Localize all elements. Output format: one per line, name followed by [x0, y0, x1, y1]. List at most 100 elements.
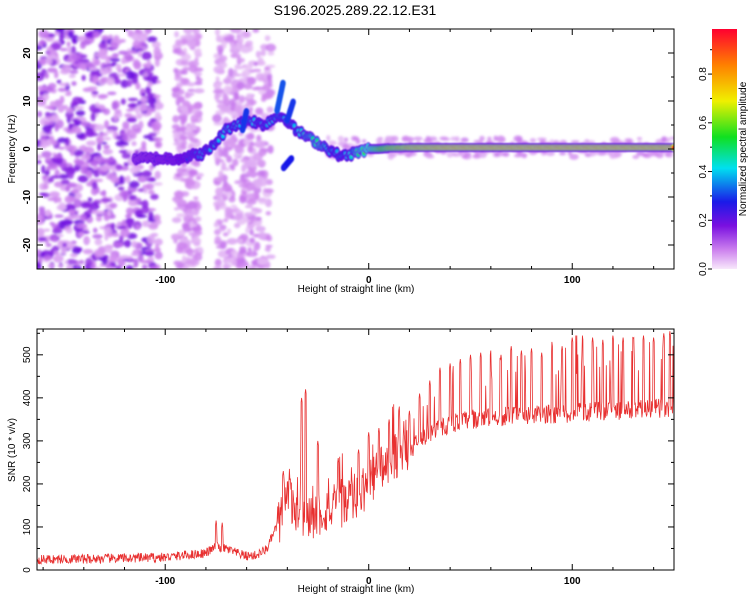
noise-blob	[193, 33, 203, 40]
noise-blob	[171, 234, 181, 239]
noise-blob	[176, 172, 181, 178]
noise-blob	[42, 124, 52, 134]
snr-x-label: Height of straight line (km)	[298, 584, 415, 595]
noise-blob	[252, 29, 260, 33]
noise-blob	[99, 164, 111, 172]
noise-blob	[103, 119, 110, 129]
noise-blob	[181, 38, 188, 45]
noise-blob	[174, 30, 180, 38]
noise-blob	[223, 218, 229, 223]
noise-blob	[60, 179, 70, 185]
noise-blob	[240, 158, 249, 163]
noise-blob	[127, 97, 139, 102]
noise-blob	[249, 237, 256, 244]
noise-blob	[60, 246, 67, 255]
noise-blob	[195, 47, 202, 57]
noise-blob	[236, 82, 245, 90]
noise-blob	[190, 122, 196, 130]
noise-blob	[172, 48, 180, 54]
noise-blob	[103, 144, 110, 150]
noise-blob	[47, 263, 55, 268]
noise-blob	[243, 64, 253, 70]
noise-blob	[225, 257, 234, 264]
noise-blob	[141, 92, 146, 97]
noise-blob	[214, 235, 222, 245]
noise-blob	[257, 257, 268, 266]
noise-blob	[128, 129, 136, 137]
noise-blob	[609, 136, 620, 143]
noise-blob	[137, 175, 148, 183]
noise-blob	[181, 114, 188, 123]
x-tick-label: 100	[564, 275, 581, 286]
snr-series-line	[37, 331, 674, 565]
noise-blob	[181, 265, 187, 269]
noise-blob	[44, 170, 50, 176]
noise-blob	[145, 86, 152, 95]
snr-x-axis: -100 0 100	[42, 329, 655, 587]
noise-blob	[94, 124, 105, 131]
noise-blob	[234, 64, 241, 69]
noise-blob	[264, 188, 274, 194]
noise-blob	[173, 239, 178, 244]
noise-blob	[218, 170, 224, 179]
noise-blob	[137, 50, 142, 58]
noise-blob	[258, 147, 267, 157]
noise-blob	[88, 67, 99, 71]
y-tick-label: 200	[22, 475, 33, 492]
noise-blob	[50, 139, 57, 146]
noise-blob	[189, 221, 194, 229]
noise-blob	[172, 115, 180, 123]
y-tick-label: 10	[22, 95, 33, 107]
noise-blob	[230, 165, 236, 171]
snr-background	[37, 329, 674, 570]
noise-blob	[79, 41, 86, 50]
noise-blob	[107, 232, 113, 238]
noise-blob	[122, 192, 129, 200]
noise-blob	[240, 173, 251, 179]
noise-blob	[99, 67, 109, 76]
noise-blob	[464, 151, 472, 157]
noise-blob	[131, 32, 141, 41]
noise-blob	[186, 82, 196, 87]
noise-blob	[57, 137, 67, 143]
noise-blob	[193, 141, 200, 149]
noise-blob	[194, 39, 201, 47]
noise-blob	[52, 245, 60, 252]
noise-blob	[50, 115, 60, 123]
noise-blob	[253, 61, 258, 67]
noise-blob	[145, 183, 154, 190]
noise-blob	[53, 196, 59, 204]
noise-blob	[39, 40, 47, 45]
noise-blob	[241, 178, 248, 183]
x-tick-label: -100	[155, 576, 175, 587]
noise-blob	[56, 233, 64, 238]
noise-blob	[343, 137, 349, 142]
noise-blob	[228, 238, 239, 244]
noise-blob	[142, 73, 149, 77]
noise-blob	[104, 149, 109, 155]
noise-blob	[104, 245, 113, 254]
noise-blob	[47, 105, 56, 110]
noise-blob	[69, 145, 78, 152]
noise-blob	[636, 137, 643, 141]
noise-blob	[570, 140, 580, 144]
noise-blob	[178, 148, 185, 152]
noise-blob	[217, 49, 223, 56]
noise-blob	[265, 211, 272, 216]
noise-blob	[219, 105, 231, 113]
noise-blob	[92, 227, 98, 234]
y-tick-label: 0	[22, 146, 33, 152]
noise-blob	[175, 133, 180, 143]
noise-blob	[221, 39, 227, 49]
noise-blob	[546, 150, 555, 157]
noise-blob	[222, 149, 229, 158]
noise-blob	[184, 93, 192, 99]
noise-blob	[102, 108, 111, 115]
noise-blob	[42, 93, 49, 101]
noise-blob	[256, 170, 266, 178]
noise-blob	[233, 214, 244, 219]
noise-blob	[130, 125, 139, 129]
noise-blob	[77, 231, 85, 237]
